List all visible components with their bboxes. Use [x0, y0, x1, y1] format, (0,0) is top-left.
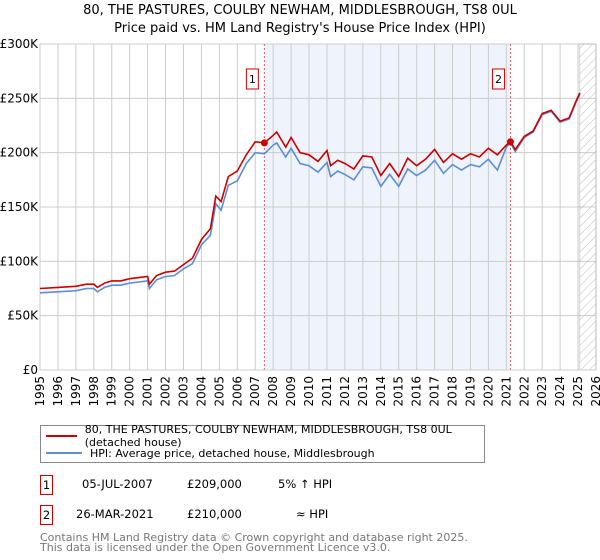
legend-item-hpi: HPI: Average price, detached house, Midd… [41, 445, 375, 461]
sale-point [506, 138, 514, 146]
y-tick-label: £0 [23, 363, 38, 377]
sale-point [260, 139, 268, 147]
sale-marker-label: 1 [249, 73, 256, 86]
price-chart: 1995 1996 1997 1998 1999 2000 2001 2002 2003 2004… [0, 37, 600, 407]
property-series-line [39, 92, 581, 290]
x-tick-label: 2020 [481, 376, 495, 407]
x-tick-label: 2025 [571, 376, 585, 407]
forecast-hatch-region [579, 43, 597, 371]
legend-label-hpi: HPI: Average price, detached house, Midd… [90, 446, 375, 460]
x-tick-label: 2013 [356, 376, 370, 407]
chart-title: 80, THE PASTURES, COULBY NEWHAM, MIDDLES… [83, 3, 517, 18]
transaction-number: 2 [40, 505, 53, 525]
x-tick-label: 2021 [499, 376, 513, 407]
transaction-hpi-relation: ≈ HPI [296, 507, 329, 521]
x-tick-label: 2019 [463, 376, 477, 407]
x-tick-label: 2003 [176, 376, 190, 407]
y-tick-label: £50K [7, 309, 39, 323]
x-tick-label: 1998 [87, 376, 101, 407]
x-tick-label: 2012 [338, 376, 352, 407]
footer-copyright: Contains HM Land Registry data © Crown c… [40, 531, 468, 544]
transaction-number: 1 [40, 475, 53, 495]
legend-swatch-hpi [46, 452, 82, 454]
legend: 80, THE PASTURES, COULBY NEWHAM, MIDDLES… [40, 423, 485, 463]
x-tick-label: 2002 [159, 376, 173, 407]
x-tick-label: 1996 [51, 376, 65, 407]
x-tick-label: 1999 [105, 376, 119, 407]
x-tick-label: 2008 [266, 376, 280, 407]
x-tick-label: 2024 [553, 376, 567, 407]
chart-subtitle: Price paid vs. HM Land Registry's House … [114, 21, 486, 36]
sale-marker-label: 2 [495, 73, 502, 86]
transaction-date: 05-JUL-2007 [82, 477, 153, 491]
x-tick-label: 2018 [446, 376, 460, 407]
x-tick-label: 2009 [284, 376, 298, 407]
transaction-date: 26-MAR-2021 [76, 507, 154, 521]
hpi-series-line [39, 93, 581, 294]
x-tick-label: 2010 [302, 376, 316, 407]
legend-swatch-property [46, 435, 77, 437]
x-tick-label: 2000 [123, 376, 137, 407]
transaction-hpi-relation: 5% ↑ HPI [278, 477, 333, 491]
x-tick-label: 2005 [212, 376, 226, 407]
y-tick-label: £150K [0, 200, 39, 214]
legend-label-property: 80, THE PASTURES, COULBY NEWHAM, MIDDLES… [84, 423, 452, 449]
x-tick-label: 2006 [230, 376, 244, 407]
x-tick-label: 2016 [410, 376, 424, 407]
y-tick-label: £200K [0, 146, 39, 160]
x-tick-label: 2011 [320, 376, 334, 407]
x-tick-label: 2014 [374, 376, 388, 407]
x-tick-label: 2015 [392, 376, 406, 407]
sale-marker-box [245, 68, 259, 90]
x-tick-label: 1997 [69, 376, 83, 407]
x-tick-label: 2007 [248, 376, 262, 407]
y-tick-label: £250K [0, 91, 39, 105]
x-tick-label: 2004 [194, 376, 208, 407]
sale-marker-box [491, 68, 505, 90]
transaction-price: £209,000 [187, 477, 242, 491]
legend-item-property: 80, THE PASTURES, COULBY NEWHAM, MIDDLES… [41, 423, 484, 449]
footer-licence: This data is licensed under the Open Gov… [40, 541, 391, 554]
y-tick-label: £300K [0, 37, 39, 51]
x-tick-label: 1995 [33, 376, 47, 407]
x-tick-label: 2001 [141, 376, 155, 407]
transaction-price: £210,000 [187, 507, 242, 521]
y-tick-label: £100K [0, 254, 39, 268]
x-tick-label: 2026 [589, 376, 600, 407]
x-tick-label: 2022 [517, 376, 531, 407]
x-tick-label: 2017 [428, 376, 442, 407]
x-tick-label: 2023 [535, 376, 549, 407]
